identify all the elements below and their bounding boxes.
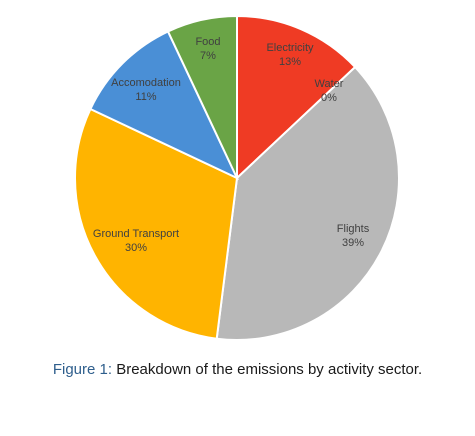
pie-slice-food [166, 14, 238, 179]
pie-slices [74, 14, 400, 341]
slice-percent-electricity: 13% [279, 56, 301, 68]
caption-text: Breakdown of the emissions by activity s… [112, 361, 423, 378]
slice-percent-food: 7% [200, 50, 216, 62]
pie-slice-flights [215, 65, 400, 341]
slice-label-electricity: Electricity [266, 42, 314, 54]
slice-percent-ground-transport: 30% [125, 242, 147, 254]
pie-slice-electricity [236, 14, 357, 181]
slice-label-accomodation: Accomodation [111, 77, 181, 89]
caption-prefix: Figure 1: [52, 361, 113, 378]
slice-percent-water: 0% [321, 92, 337, 104]
slice-label-food: Food [195, 36, 220, 48]
figure-caption: Figure 1: Breakdown of the emissions by … [0, 361, 475, 378]
pie-chart: Electricity 13% Water 0% Flights 39% Ground Tr… [74, 14, 400, 341]
pie-labels: Electricity 13% Water 0% Flights 39% Ground Tr… [93, 36, 370, 254]
slice-percent-flights: 39% [342, 237, 364, 249]
slice-label-water: Water [315, 78, 344, 90]
pie-slice-ground-transport [74, 107, 239, 340]
pie-slice-accomodation [89, 30, 240, 181]
slice-label-flights: Flights [337, 223, 370, 235]
slice-percent-accomodation: 11% [135, 91, 156, 103]
slice-label-ground-transport: Ground Transport [93, 228, 179, 240]
